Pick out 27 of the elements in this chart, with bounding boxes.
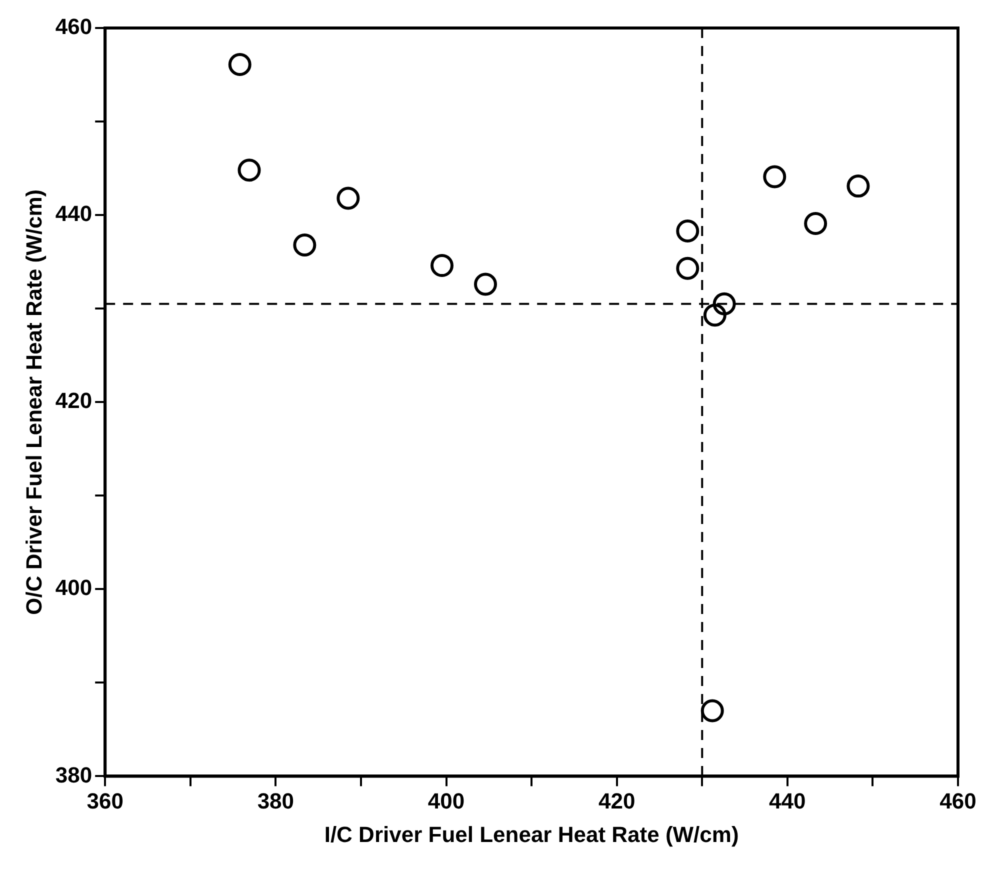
y-axis-title: O/C Driver Fuel Lenear Heat Rate (W/cm)	[21, 189, 46, 615]
x-tick-label: 460	[940, 788, 976, 814]
point	[700, 699, 724, 722]
point	[846, 174, 870, 198]
point	[712, 292, 736, 316]
point	[293, 233, 316, 256]
y-tick-label: 440	[55, 201, 92, 226]
point	[676, 219, 700, 242]
point	[228, 52, 252, 76]
x-tick-label: 420	[598, 788, 636, 814]
point	[336, 186, 360, 210]
point	[238, 158, 261, 182]
point	[804, 212, 828, 235]
y-tick-label: 420	[55, 388, 92, 414]
x-tick-label: 440	[769, 788, 806, 814]
y-tick-label: 400	[55, 575, 92, 600]
x-axis-title: I/C Driver Fuel Lenear Heat Rate (W/cm)	[324, 822, 739, 847]
y-tick-label: 460	[55, 14, 92, 40]
point	[474, 272, 497, 296]
x-tick-label: 400	[428, 788, 465, 814]
point	[430, 254, 454, 278]
point	[763, 165, 786, 188]
point	[703, 304, 726, 327]
y-tick-label: 380	[55, 762, 92, 788]
point	[676, 256, 700, 280]
x-tick-label: 360	[86, 788, 124, 814]
x-tick-label: 380	[257, 788, 294, 814]
